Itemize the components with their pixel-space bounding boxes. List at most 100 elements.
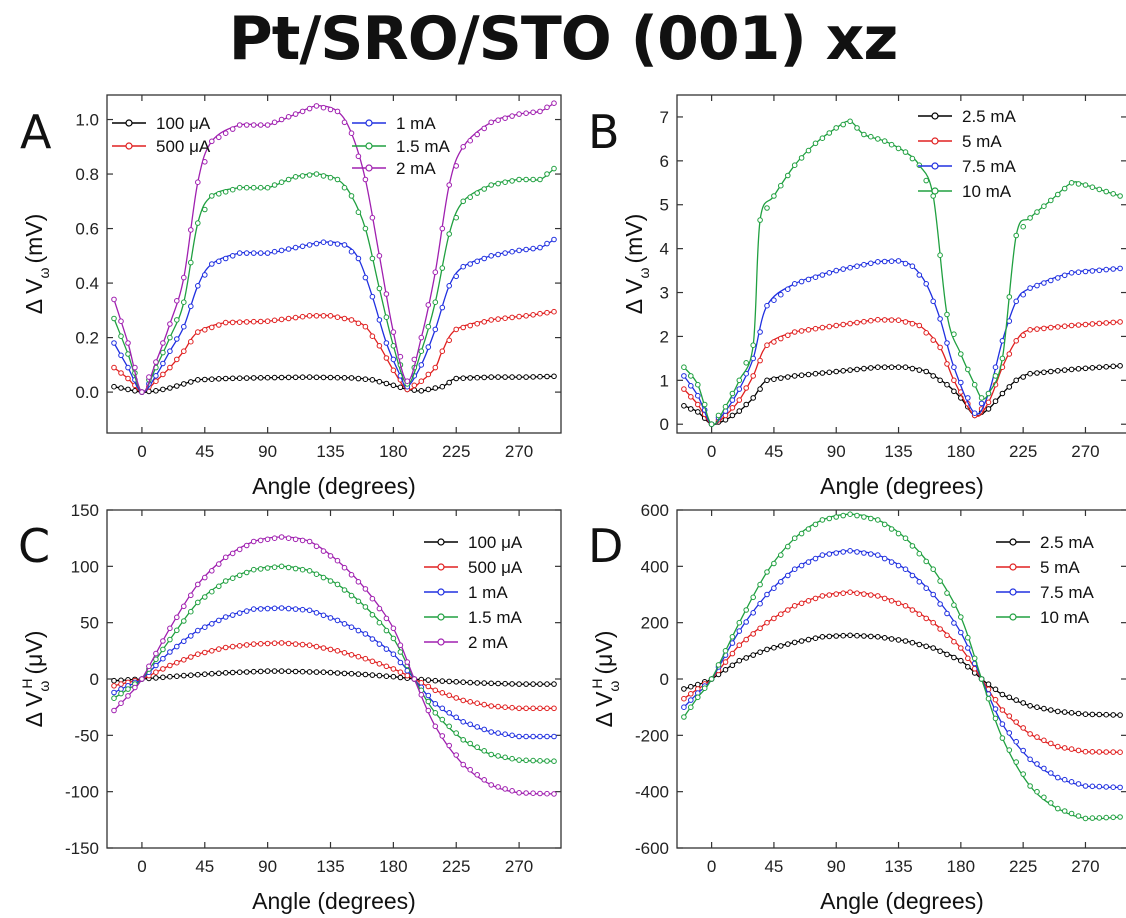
legend-marker (1009, 613, 1017, 621)
data-point (502, 754, 508, 761)
data-point (222, 554, 229, 561)
data-point (1013, 232, 1020, 239)
data-point (411, 356, 418, 363)
data-point (1110, 814, 1116, 821)
data-point (992, 364, 999, 371)
data-point (320, 374, 327, 381)
x-tick-label: 0 (707, 442, 716, 461)
panel-letter: A (20, 105, 52, 159)
series-c-3 (111, 563, 557, 765)
data-point (481, 374, 488, 381)
data-point (875, 316, 881, 323)
series-line (683, 365, 1121, 426)
legend-label: 7.5 mA (962, 157, 1017, 176)
data-point (736, 377, 743, 384)
data-point (944, 610, 950, 617)
data-point (743, 385, 750, 391)
series-line (683, 634, 1121, 716)
data-point (722, 659, 729, 665)
data-point (376, 661, 383, 667)
data-point (348, 248, 355, 255)
data-point (209, 193, 215, 199)
data-point (757, 329, 763, 335)
data-point (153, 669, 159, 676)
y-tick-label: 4 (660, 240, 669, 259)
data-point (257, 668, 264, 675)
data-point (854, 263, 860, 270)
data-point (446, 379, 453, 386)
data-point (530, 245, 536, 252)
data-point (544, 790, 550, 797)
data-point (1110, 319, 1116, 326)
data-point (523, 681, 529, 687)
data-point (460, 324, 467, 331)
data-point (257, 122, 264, 128)
data-point (460, 719, 467, 725)
data-point (909, 155, 916, 162)
data-point (1006, 694, 1013, 701)
data-point (222, 644, 229, 651)
data-point (264, 122, 271, 128)
data-point (216, 191, 222, 197)
data-point (888, 526, 895, 532)
data-point (965, 655, 971, 662)
data-point (785, 607, 791, 613)
legend-marker (1009, 563, 1017, 571)
data-point (847, 118, 853, 125)
data-point (236, 572, 243, 579)
data-point (1027, 756, 1033, 763)
data-point (688, 683, 694, 690)
data-point (951, 620, 957, 626)
data-point (916, 162, 923, 168)
data-point (523, 733, 529, 740)
data-point (743, 360, 750, 366)
data-point (881, 258, 888, 265)
legend-marker (437, 563, 445, 571)
data-point (826, 633, 833, 640)
data-point (278, 247, 285, 254)
data-point (299, 606, 306, 613)
data-point (216, 670, 222, 677)
data-point (446, 231, 453, 237)
data-point (418, 388, 425, 394)
x-tick-label: 225 (1009, 442, 1037, 461)
data-point (1034, 209, 1040, 215)
data-point (1117, 319, 1123, 325)
data-point (125, 351, 131, 357)
data-point (474, 772, 481, 778)
data-point (341, 184, 348, 191)
data-point (909, 607, 916, 613)
data-point (111, 296, 117, 303)
data-point (868, 260, 874, 267)
legend-label: 100 μA (156, 114, 211, 133)
data-point (271, 248, 278, 255)
data-point (202, 649, 208, 656)
data-point (895, 637, 902, 643)
data-point (320, 612, 327, 619)
data-point (376, 641, 383, 647)
data-point (250, 668, 257, 675)
data-point (812, 555, 819, 562)
series-line (113, 670, 555, 685)
data-point (111, 364, 117, 371)
data-point (930, 619, 937, 626)
data-point (544, 309, 550, 316)
data-point (216, 617, 222, 624)
legend-entry: 2 mA (352, 159, 436, 178)
data-point (847, 632, 853, 639)
data-point (362, 586, 369, 592)
data-point (467, 137, 474, 144)
data-point (1082, 182, 1089, 188)
data-point (743, 619, 750, 625)
plot-frame (676, 94, 1126, 434)
data-point (944, 340, 950, 346)
data-point (895, 600, 902, 607)
data-point (854, 125, 860, 131)
data-point (764, 646, 770, 653)
data-point (902, 535, 909, 542)
data-point (701, 685, 708, 692)
data-point (250, 250, 257, 256)
data-point (439, 690, 446, 696)
data-point (118, 681, 124, 687)
